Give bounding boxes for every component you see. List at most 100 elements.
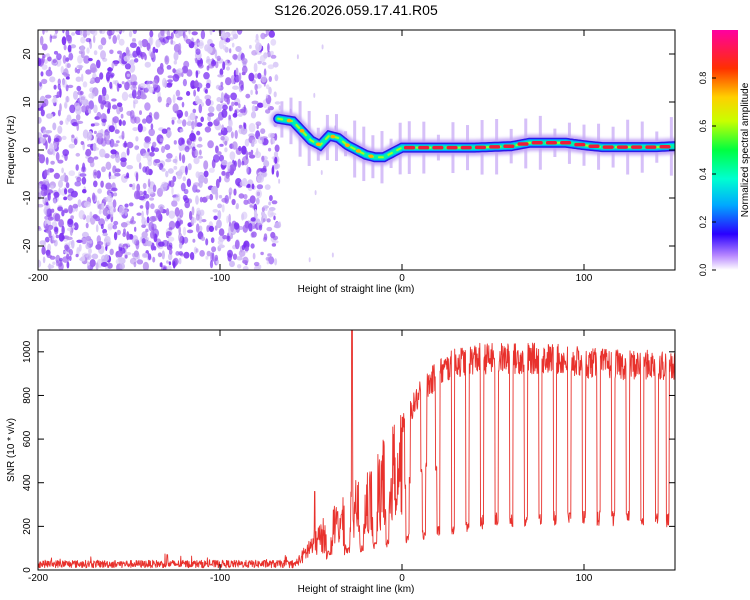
spectrogram-xtick-label: -100 — [210, 273, 230, 284]
noise-speck — [124, 254, 128, 259]
noise-speck — [82, 129, 89, 139]
noise-speck — [175, 251, 180, 256]
noise-speck — [179, 219, 184, 225]
colorbar-ticks: 0.0 0.2 0.4 0.6 0.8 — [698, 72, 716, 276]
noise-speck — [172, 261, 176, 269]
noise-speck — [142, 118, 147, 124]
noise-speck — [150, 52, 155, 59]
noise-speck — [141, 210, 144, 219]
noise-speck — [152, 141, 157, 148]
noise-speck — [189, 252, 195, 260]
noise-speck — [197, 55, 201, 61]
noise-speck — [81, 236, 87, 245]
noise-speck — [65, 96, 70, 103]
noise-speck — [130, 85, 137, 91]
noise-speck — [168, 253, 173, 261]
noise-speck — [250, 243, 255, 249]
noise-speck — [229, 48, 232, 54]
noise-speck — [186, 178, 192, 187]
noise-speck — [216, 55, 221, 61]
noise-speck — [165, 35, 172, 40]
noise-speck — [76, 122, 79, 132]
noise-speck — [255, 90, 258, 95]
noise-speck — [196, 143, 203, 148]
noise-speck — [85, 69, 92, 75]
noise-speck — [70, 190, 78, 198]
noise-speck — [116, 229, 122, 236]
noise-speck — [147, 159, 153, 167]
noise-speck — [93, 130, 97, 135]
noise-speck — [110, 149, 117, 155]
noise-speck — [126, 231, 130, 241]
noise-speck — [203, 177, 208, 184]
noise-speck — [260, 251, 264, 256]
noise-speck — [263, 205, 269, 209]
noise-speck — [93, 35, 96, 44]
noise-speck — [193, 157, 200, 165]
noise-speck — [171, 116, 177, 121]
noise-speck — [209, 260, 214, 269]
noise-speck — [238, 249, 246, 257]
noise-speck — [172, 158, 178, 164]
spectrogram-x-axis: -200 -100 0 100 — [28, 30, 593, 284]
noise-speck — [146, 206, 149, 216]
noise-speck — [65, 34, 72, 42]
noise-speck — [226, 235, 231, 242]
noise-speck — [216, 117, 221, 122]
noise-speck — [227, 252, 232, 262]
noise-speck — [89, 211, 93, 218]
noise-speck — [257, 135, 264, 144]
noise-speck — [129, 234, 134, 240]
noise-speck — [142, 182, 147, 190]
noise-speck — [54, 30, 59, 34]
noise-speck — [168, 210, 176, 219]
noise-speck — [166, 65, 172, 70]
noise-speck — [83, 201, 91, 208]
noise-speck — [166, 260, 169, 264]
noise-speck — [57, 206, 63, 212]
noise-speck — [96, 59, 101, 69]
noise-speck — [149, 30, 154, 38]
noise-speck — [198, 174, 205, 184]
noise-speck — [109, 74, 114, 79]
noise-speck — [195, 189, 201, 193]
noise-speck — [221, 159, 228, 166]
noise-speck — [61, 135, 67, 140]
noise-speck — [111, 61, 115, 69]
noise-speck — [132, 30, 137, 34]
noise-speck — [148, 128, 155, 137]
noise-speck — [187, 229, 194, 234]
noise-speck — [267, 257, 273, 262]
noise-speck — [99, 94, 106, 105]
noise-speck — [89, 63, 97, 73]
noise-speck — [186, 91, 191, 96]
noise-speck — [121, 91, 129, 102]
noise-speck — [53, 95, 57, 104]
noise-speck — [146, 216, 150, 224]
noise-speck — [90, 123, 95, 127]
noise-speck — [308, 257, 311, 263]
noise-speck — [248, 122, 256, 133]
noise-speck — [232, 85, 239, 90]
noise-speck — [145, 151, 149, 159]
noise-speck — [198, 155, 203, 159]
noise-speck — [171, 186, 174, 196]
noise-speck — [82, 81, 88, 88]
noise-speck — [129, 183, 133, 188]
noise-speck — [136, 46, 141, 56]
noise-speck — [200, 30, 206, 40]
noise-speck — [331, 252, 334, 258]
noise-speck — [82, 162, 86, 172]
spectrogram-ytick-label: -10 — [22, 190, 33, 205]
noise-speck — [98, 44, 103, 50]
noise-speck — [243, 122, 247, 130]
noise-speck — [207, 115, 212, 122]
noise-speck — [296, 54, 299, 60]
noise-speck — [221, 170, 226, 176]
noise-speck — [229, 260, 235, 268]
noise-speck — [126, 165, 134, 170]
noise-speck — [80, 141, 85, 145]
noise-speck — [234, 109, 238, 117]
noise-speck — [76, 85, 82, 92]
